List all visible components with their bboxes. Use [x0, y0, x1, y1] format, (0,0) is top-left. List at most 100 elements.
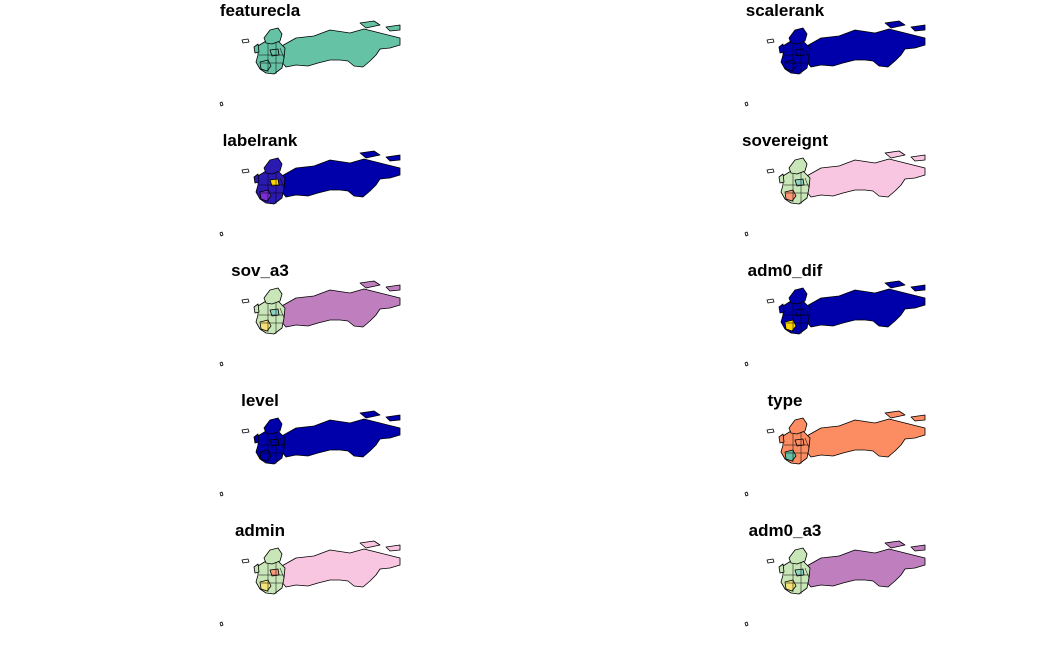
- arctic-island-shape: [910, 284, 926, 292]
- small-island-shape: [219, 491, 224, 497]
- europe-russia-map: [744, 280, 926, 367]
- arctic-island-shape: [385, 284, 401, 292]
- iceland-shape: [241, 558, 250, 564]
- panel-title: featurecla: [219, 1, 301, 20]
- panel-title: sov_a3: [231, 261, 289, 280]
- country-borders: [784, 172, 810, 204]
- iceland-shape: [766, 38, 775, 44]
- iceland-shape: [241, 298, 250, 304]
- small-island-shape: [744, 231, 749, 237]
- russia-shape: [279, 28, 401, 68]
- russia-shape: [804, 548, 926, 588]
- panel-title: adm0_a3: [748, 521, 822, 540]
- small-island-shape: [219, 231, 224, 237]
- iceland-shape: [241, 168, 250, 174]
- russia-shape: [279, 288, 401, 328]
- iceland-shape: [766, 428, 775, 434]
- iceland-shape: [766, 298, 775, 304]
- iceland-shape: [766, 168, 775, 174]
- country-borders: [259, 172, 285, 204]
- country-borders: [784, 562, 810, 594]
- country-borders: [784, 432, 810, 464]
- arctic-island-shape: [884, 410, 906, 419]
- europe-russia-map: [219, 540, 401, 627]
- britain-shape: [778, 303, 785, 314]
- scandinavia-shape: [263, 417, 283, 435]
- arctic-island-shape: [359, 150, 381, 159]
- map-panel-adm0-dif: adm0_dif: [643, 260, 1050, 390]
- small-island-shape: [744, 101, 749, 107]
- arctic-island-shape: [884, 540, 906, 549]
- arctic-island-shape: [359, 540, 381, 549]
- map-panel-sovereignt: sovereignt: [643, 130, 1050, 260]
- russia-shape: [804, 288, 926, 328]
- iceland-shape: [241, 428, 250, 434]
- small-island-shape: [219, 361, 224, 367]
- europe-shape: [780, 430, 811, 465]
- arctic-island-shape: [359, 410, 381, 419]
- europe-shape: [255, 430, 286, 465]
- country-borders: [259, 302, 285, 334]
- europe-shape: [255, 170, 286, 205]
- britain-shape: [778, 433, 785, 444]
- russia-shape: [279, 158, 401, 198]
- panel-title: admin: [234, 521, 286, 540]
- map-panel-scalerank: scalerank: [643, 0, 1050, 130]
- small-island-shape: [219, 101, 224, 107]
- small-island-shape: [744, 491, 749, 497]
- europe-russia-map: [219, 280, 401, 367]
- europe-russia-map: [744, 540, 926, 627]
- country-borders: [784, 42, 810, 74]
- arctic-island-shape: [385, 544, 401, 552]
- arctic-island-shape: [884, 280, 906, 289]
- scandinavia-shape: [263, 287, 283, 305]
- scandinavia-shape: [788, 547, 808, 565]
- arctic-island-shape: [385, 154, 401, 162]
- panel-title: adm0_dif: [747, 261, 823, 280]
- arctic-island-shape: [910, 154, 926, 162]
- scandinavia-shape: [788, 157, 808, 175]
- europe-russia-map: [744, 410, 926, 497]
- arctic-island-shape: [359, 20, 381, 29]
- europe-shape: [780, 300, 811, 335]
- panel-title: scalerank: [745, 1, 825, 20]
- map-panel-featurecla: featurecla: [118, 0, 538, 130]
- scandinavia-shape: [263, 27, 283, 45]
- scandinavia-shape: [788, 27, 808, 45]
- arctic-island-shape: [910, 414, 926, 422]
- europe-russia-map: [219, 410, 401, 497]
- small-island-shape: [744, 621, 749, 627]
- britain-shape: [778, 173, 785, 184]
- britain-shape: [253, 303, 260, 314]
- europe-russia-map: [219, 150, 401, 237]
- map-panel-level: level: [118, 390, 538, 520]
- russia-shape: [804, 28, 926, 68]
- russia-shape: [804, 418, 926, 458]
- scandinavia-shape: [788, 417, 808, 435]
- iceland-shape: [241, 38, 250, 44]
- europe-russia-map: [219, 20, 401, 107]
- small-island-shape: [744, 361, 749, 367]
- panel-title: level: [241, 391, 279, 410]
- europe-shape: [780, 560, 811, 595]
- panel-title: sovereignt: [742, 131, 828, 150]
- britain-shape: [778, 43, 785, 54]
- arctic-island-shape: [884, 150, 906, 159]
- arctic-island-shape: [385, 24, 401, 32]
- britain-shape: [253, 563, 260, 574]
- country-borders: [259, 562, 285, 594]
- map-panel-admin: admin: [118, 520, 538, 650]
- arctic-island-shape: [385, 414, 401, 422]
- scandinavia-shape: [263, 157, 283, 175]
- arctic-island-shape: [884, 20, 906, 29]
- map-panel-labelrank: labelrank: [118, 130, 538, 260]
- europe-russia-map: [744, 150, 926, 237]
- russia-shape: [279, 548, 401, 588]
- small-island-shape: [219, 621, 224, 627]
- britain-shape: [253, 433, 260, 444]
- britain-shape: [253, 43, 260, 54]
- arctic-island-shape: [910, 24, 926, 32]
- europe-shape: [255, 300, 286, 335]
- europe-shape: [780, 40, 811, 75]
- map-panel-type: type: [643, 390, 1050, 520]
